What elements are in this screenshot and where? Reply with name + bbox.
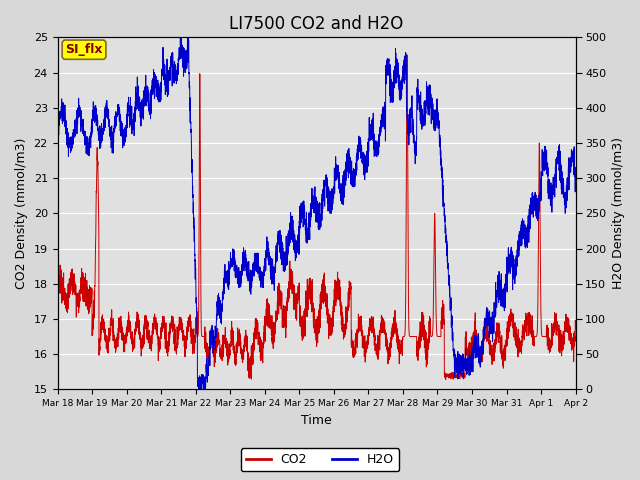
X-axis label: Time: Time bbox=[301, 414, 332, 427]
Y-axis label: H2O Density (mmol/m3): H2O Density (mmol/m3) bbox=[612, 137, 625, 289]
Text: SI_flx: SI_flx bbox=[65, 43, 103, 56]
Y-axis label: CO2 Density (mmol/m3): CO2 Density (mmol/m3) bbox=[15, 138, 28, 289]
Legend: CO2, H2O: CO2, H2O bbox=[241, 448, 399, 471]
Title: LI7500 CO2 and H2O: LI7500 CO2 and H2O bbox=[229, 15, 404, 33]
